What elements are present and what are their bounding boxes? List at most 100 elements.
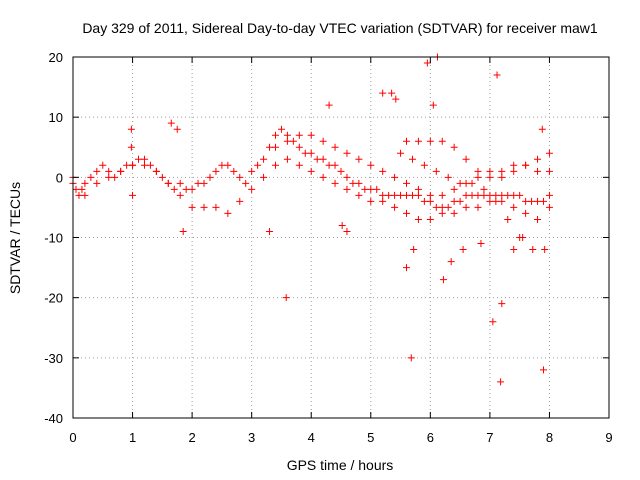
x-tick-label: 5 bbox=[367, 430, 374, 445]
y-tick-label: 20 bbox=[49, 50, 63, 65]
data-point bbox=[392, 95, 400, 103]
data-point bbox=[498, 300, 506, 308]
data-point bbox=[295, 161, 303, 169]
data-point bbox=[271, 131, 279, 139]
data-point bbox=[414, 191, 422, 199]
data-point bbox=[522, 161, 530, 169]
data-point bbox=[462, 203, 470, 211]
data-point bbox=[477, 240, 485, 248]
data-point bbox=[99, 161, 107, 169]
data-point bbox=[403, 209, 411, 217]
data-point bbox=[493, 71, 501, 79]
data-point bbox=[522, 209, 530, 217]
data-point bbox=[167, 119, 175, 127]
data-point bbox=[489, 318, 497, 326]
data-point bbox=[313, 155, 321, 163]
data-point bbox=[439, 276, 447, 284]
data-point bbox=[450, 143, 458, 151]
data-point bbox=[498, 197, 506, 205]
data-point bbox=[397, 149, 405, 157]
data-point bbox=[188, 185, 196, 193]
data-point bbox=[367, 161, 375, 169]
data-point bbox=[510, 167, 518, 175]
data-point bbox=[462, 191, 470, 199]
data-point bbox=[403, 264, 411, 272]
data-point bbox=[343, 227, 351, 235]
data-point bbox=[486, 167, 494, 175]
y-tick-label: 10 bbox=[49, 110, 63, 125]
data-point bbox=[444, 173, 452, 181]
data-point bbox=[283, 131, 291, 139]
data-point bbox=[93, 179, 101, 187]
data-point bbox=[188, 203, 196, 211]
data-point bbox=[140, 161, 148, 169]
data-point bbox=[534, 167, 542, 175]
data-point bbox=[462, 179, 470, 187]
data-point bbox=[498, 191, 506, 199]
x-tick-label: 6 bbox=[427, 430, 434, 445]
data-point bbox=[498, 173, 506, 181]
data-point bbox=[295, 131, 303, 139]
data-point bbox=[105, 173, 113, 181]
data-point bbox=[248, 185, 256, 193]
data-point bbox=[541, 246, 549, 254]
data-point bbox=[179, 227, 187, 235]
data-point bbox=[468, 191, 476, 199]
data-point bbox=[266, 143, 274, 151]
data-point bbox=[414, 185, 422, 193]
data-point bbox=[497, 378, 505, 386]
x-tick-label: 0 bbox=[69, 430, 76, 445]
data-point bbox=[486, 173, 494, 181]
data-point bbox=[538, 125, 546, 133]
data-point bbox=[117, 167, 125, 175]
data-point bbox=[388, 89, 396, 97]
data-point bbox=[260, 155, 268, 163]
data-point bbox=[337, 167, 345, 175]
data-point bbox=[72, 185, 80, 193]
y-tick-label: -10 bbox=[44, 231, 63, 246]
data-point bbox=[462, 155, 470, 163]
data-point bbox=[283, 137, 291, 145]
data-point bbox=[307, 149, 315, 157]
data-point bbox=[93, 167, 101, 175]
data-point bbox=[391, 173, 399, 181]
data-point bbox=[158, 173, 166, 181]
data-point bbox=[432, 167, 440, 175]
data-point bbox=[176, 191, 184, 199]
data-point bbox=[331, 143, 339, 151]
data-point bbox=[486, 197, 494, 205]
data-point bbox=[129, 161, 137, 169]
y-tick-label: 0 bbox=[56, 170, 63, 185]
data-point bbox=[426, 191, 434, 199]
data-point bbox=[319, 173, 327, 181]
data-point bbox=[379, 89, 387, 97]
data-point bbox=[438, 137, 446, 145]
data-point bbox=[325, 101, 333, 109]
data-point bbox=[367, 197, 375, 205]
data-point bbox=[81, 191, 89, 199]
data-point bbox=[545, 167, 553, 175]
data-point bbox=[420, 197, 428, 205]
x-tick-label: 4 bbox=[308, 430, 315, 445]
data-point bbox=[385, 191, 393, 199]
x-tick-labels: 0 1 2 3 4 5 6 7 8 9 bbox=[69, 430, 612, 445]
y-axis-label: SDTVAR / TECUs bbox=[7, 182, 23, 294]
data-point bbox=[78, 185, 86, 193]
data-point bbox=[212, 203, 220, 211]
data-points bbox=[69, 53, 553, 386]
data-point bbox=[456, 197, 464, 205]
data-point bbox=[379, 191, 387, 199]
data-point bbox=[349, 179, 357, 187]
data-point bbox=[426, 197, 434, 205]
data-point bbox=[140, 155, 148, 163]
data-point bbox=[450, 185, 458, 193]
x-tick-label: 7 bbox=[486, 430, 493, 445]
data-point bbox=[480, 185, 488, 193]
data-point bbox=[474, 167, 482, 175]
data-point bbox=[81, 179, 89, 187]
data-point bbox=[447, 258, 455, 266]
data-point bbox=[271, 143, 279, 151]
y-tick-label: -40 bbox=[44, 411, 63, 426]
data-point bbox=[522, 197, 530, 205]
data-point bbox=[504, 215, 512, 223]
